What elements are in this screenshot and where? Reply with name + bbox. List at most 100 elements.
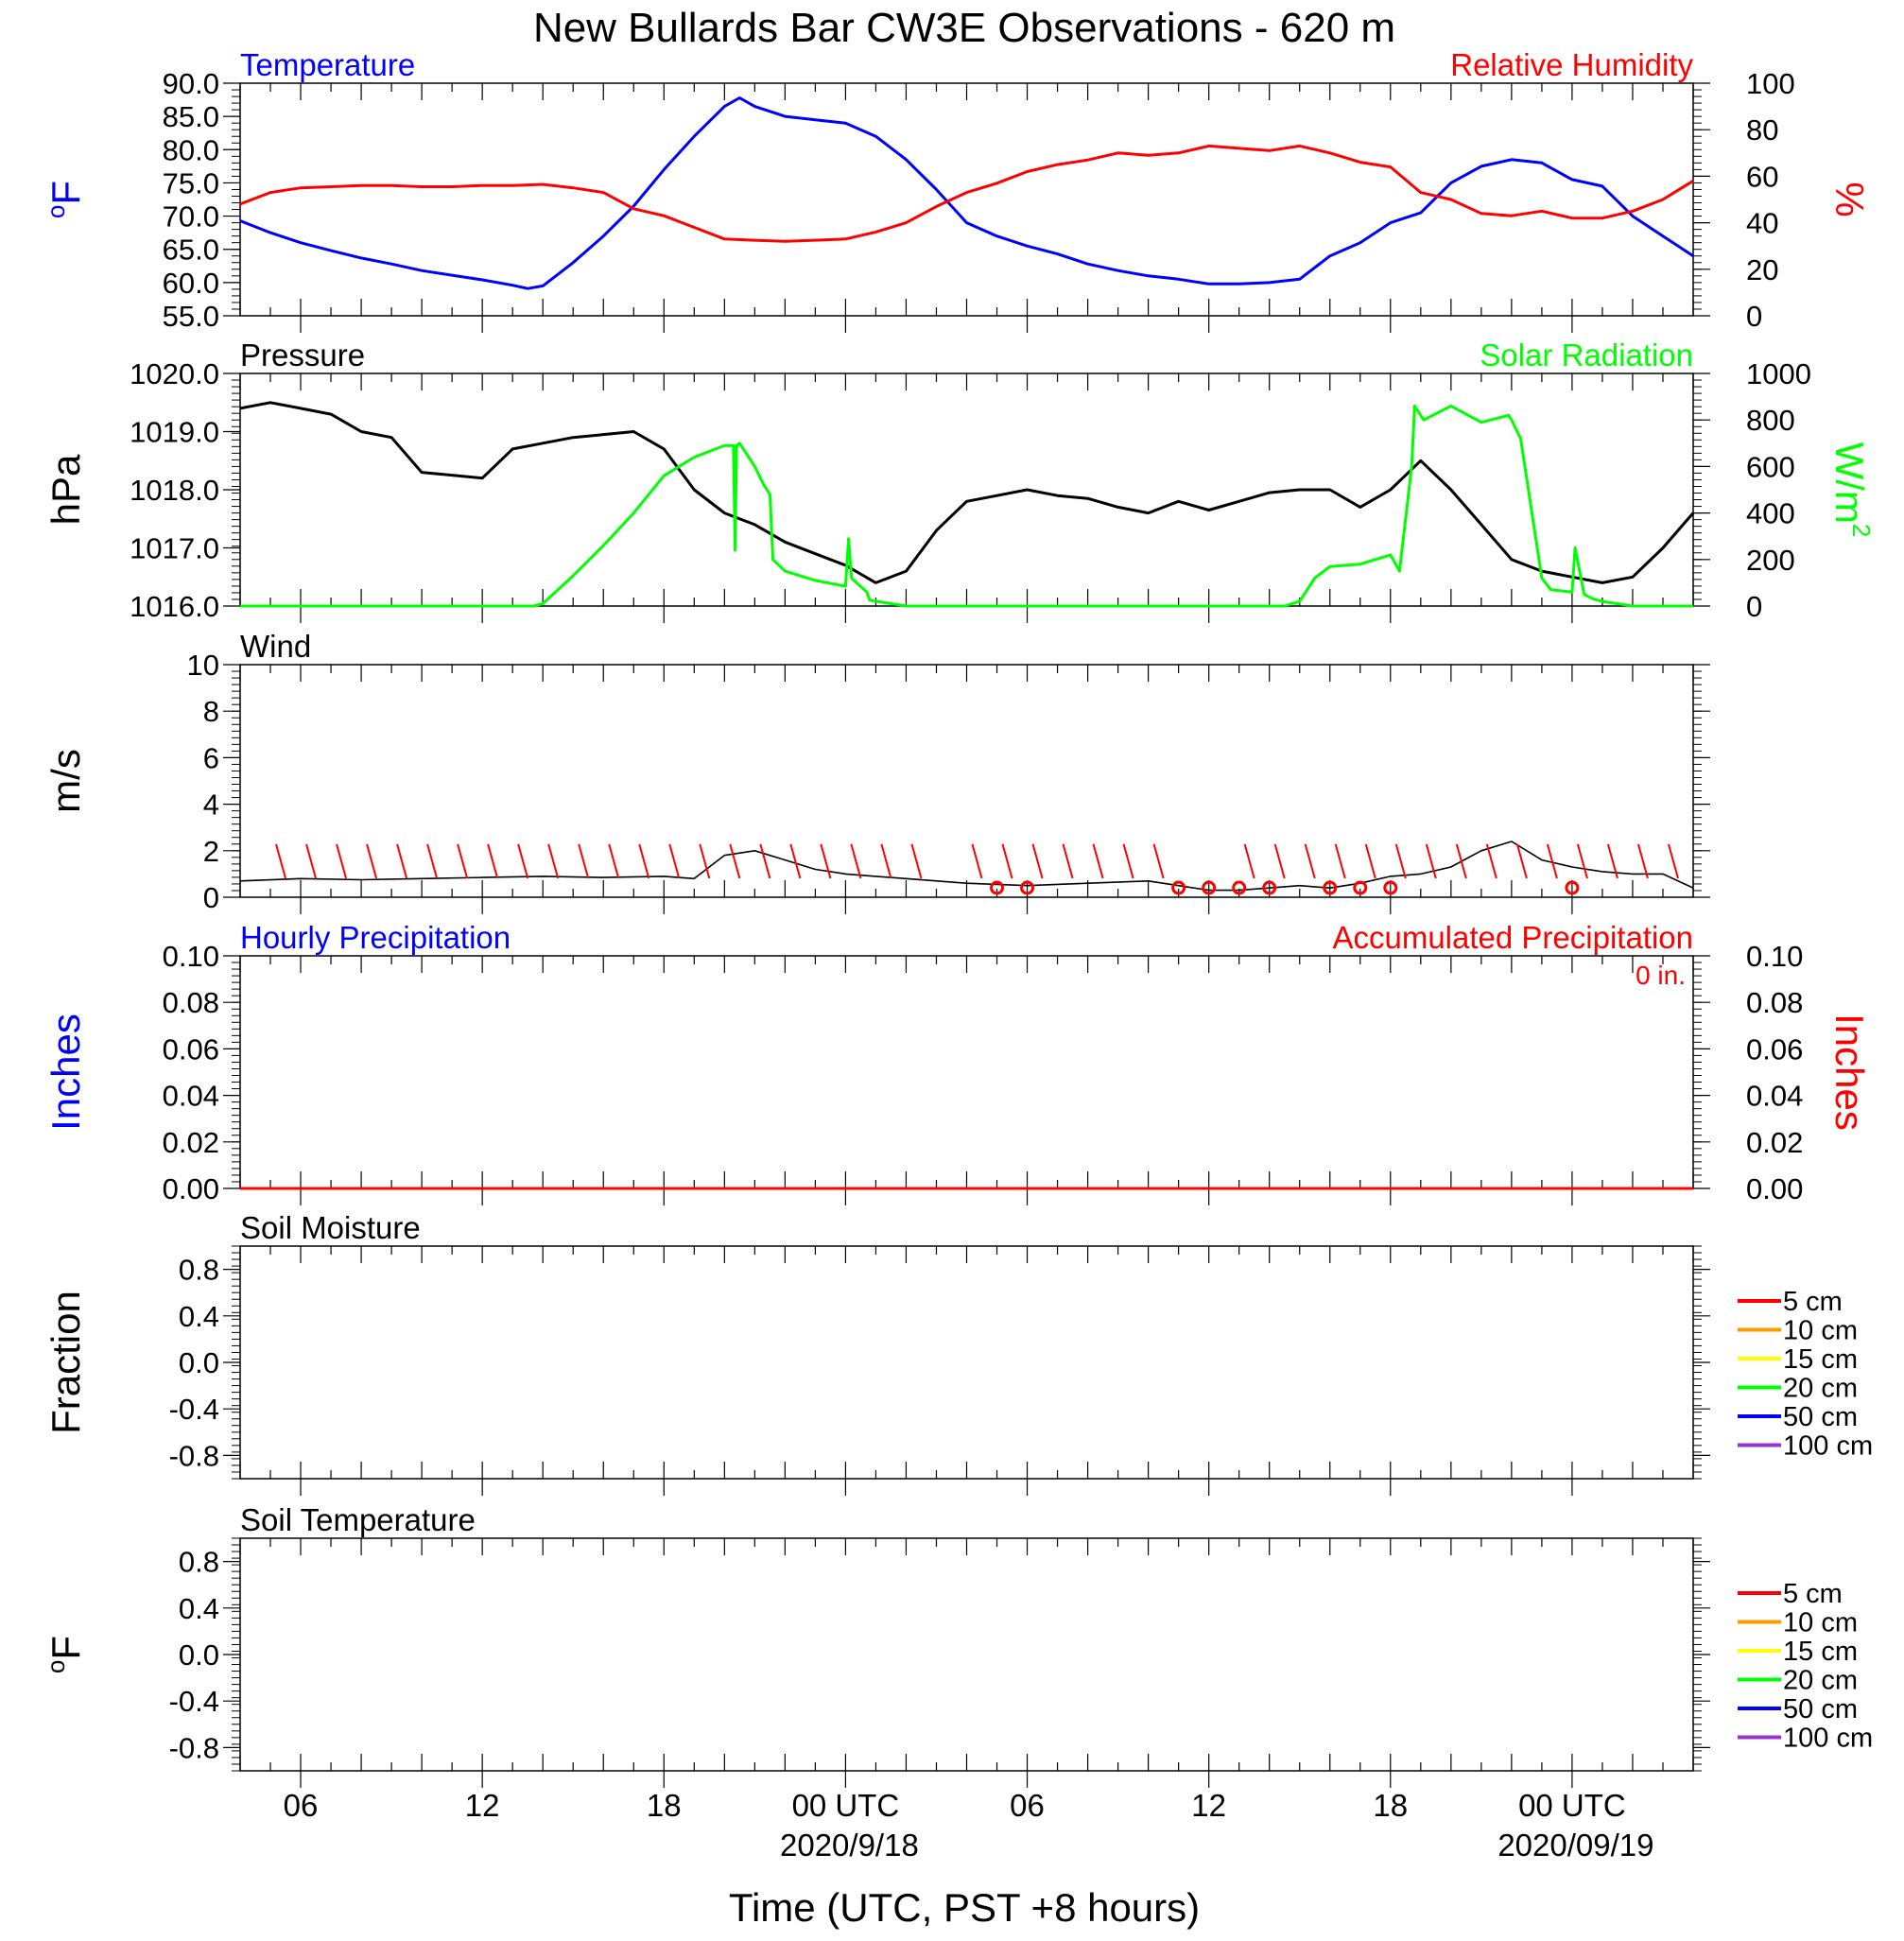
wind-barb [1515, 843, 1528, 879]
wind-barb [1668, 843, 1679, 879]
y-right-tick-label: 0 [1746, 300, 1762, 333]
y-axis-label-text: hPa [43, 454, 88, 525]
wind-barb [910, 843, 923, 879]
calm-wind-marker [1565, 880, 1580, 895]
y-right-tick-label: 0.04 [1746, 1080, 1803, 1113]
legend-label: 15 cm [1783, 1344, 1858, 1375]
panel-title-left: Wind [240, 629, 311, 664]
x-date-label: 2020/9/18 [780, 1828, 919, 1863]
wind-barb [517, 843, 529, 879]
y-tick-label: 0.4 [179, 1592, 219, 1625]
y-tick-label: 8 [203, 695, 219, 728]
wind-barb [366, 843, 378, 879]
y-tick-label: 0.4 [179, 1300, 219, 1333]
x-tick-label: 12 [1191, 1788, 1226, 1823]
calm-wind-marker [1353, 880, 1368, 895]
x-axis-ticks: 06 12 18 00 UTC 2020/9/18 06 12 18 00 UTC 2020/09… [284, 1788, 1654, 1863]
y-tick-label: 0 [203, 881, 219, 914]
y-tick-label: 65.0 [163, 234, 219, 267]
y-tick-label: -0.4 [169, 1393, 219, 1426]
y-right-tick-label: 1000 [1746, 357, 1811, 390]
wind-barb [1031, 843, 1044, 879]
y-axis-label-left: Inches [43, 1014, 88, 1131]
panel-wind: 0 2 4 6 8 10 Wind m/s [43, 629, 1710, 914]
y-tick-label: 1016.0 [130, 590, 219, 623]
y-tick-label: 10 [187, 649, 219, 682]
wind-barb [426, 843, 439, 879]
wind-barb [1485, 843, 1497, 879]
y-right-tick-label: 0 [1746, 590, 1762, 623]
calm-wind-marker [1383, 880, 1398, 895]
x-tick-label: 00 UTC [792, 1788, 900, 1823]
panels: 55.060.065.070.075.080.085.090.002040608… [42, 47, 1876, 1863]
x-tick-label: 12 [465, 1788, 500, 1823]
y-tick-label: 70.0 [163, 200, 219, 234]
unit-sup: 2 [1847, 524, 1876, 537]
series-line-pressure [239, 401, 1695, 584]
calm-wind-marker [1232, 880, 1247, 895]
wind-barb [729, 843, 741, 879]
wind-barb [1455, 843, 1467, 879]
y-axis-label-left: hPa [43, 454, 88, 525]
panel-soil_moisture: -0.8 -0.4 0.0 0.4 0.8 Soil Moisture Fraction 5 … [43, 1210, 1873, 1496]
legend-label: 5 cm [1783, 1579, 1843, 1609]
y-tick-label: 1017.0 [130, 532, 219, 565]
wind-barb [1243, 843, 1255, 879]
y-axis-label-text: oF [42, 1636, 88, 1673]
wind-barb [638, 843, 650, 879]
wind-barb [396, 843, 408, 879]
unit-text: F [43, 181, 88, 205]
panel-title-left: Pressure [240, 338, 365, 373]
wind-barb [1273, 843, 1286, 879]
wind-barb [608, 843, 620, 879]
series-line-temperature [239, 96, 1694, 290]
panel-title-left: Temperature [240, 47, 415, 82]
wind-barb [336, 843, 348, 879]
calm-wind-marker [990, 880, 1005, 895]
y-axis-label-right-text: Inches [1827, 1014, 1872, 1131]
plot-frame [239, 664, 1694, 898]
y-tick-label: 4 [203, 789, 219, 822]
y-axis-label-text: Fraction [43, 1291, 88, 1434]
calm-wind-marker [1171, 880, 1186, 895]
y-tick-label: -0.4 [169, 1685, 219, 1718]
panel-title-right: Solar Radiation [1480, 338, 1693, 373]
y-axis-label-left: m/s [43, 749, 88, 813]
y-tick-label: 1018.0 [130, 474, 219, 507]
y-right-tick-label: 40 [1746, 207, 1778, 240]
wind-barb [1304, 843, 1316, 879]
wind-barb [457, 843, 469, 879]
wind-barb [668, 843, 681, 879]
y-tick-label: 0.0 [179, 1638, 219, 1672]
x-tick-label: 06 [284, 1788, 319, 1823]
y-right-tick-label: 60 [1746, 160, 1778, 193]
y-axis-label-text: m/s [43, 749, 88, 813]
legend-label: 50 cm [1783, 1402, 1858, 1432]
y-tick-label: 0.00 [163, 1172, 219, 1205]
wind-barb [1425, 843, 1437, 879]
y-tick-label: 0.06 [163, 1032, 219, 1066]
x-tick-label: 18 [1373, 1788, 1408, 1823]
calm-wind-marker [1323, 880, 1338, 895]
y-tick-label: 75.0 [163, 166, 219, 199]
wind-barb [1152, 843, 1165, 879]
calm-wind-marker [1262, 880, 1277, 895]
wind-barb [699, 843, 711, 879]
wind-barb [1546, 843, 1558, 879]
wind-barb [1122, 843, 1134, 879]
wind-barb [1364, 843, 1376, 879]
wind-barb [275, 843, 286, 879]
y-tick-label: 2 [203, 835, 219, 868]
plot-frame [239, 373, 1694, 607]
y-tick-label: -0.8 [169, 1439, 219, 1472]
y-tick-label: 1020.0 [130, 357, 219, 390]
series-line-wind [239, 841, 1694, 892]
y-tick-label: 0.10 [163, 940, 219, 973]
y-axis-label-right-text: % [1827, 182, 1872, 217]
y-tick-label: 55.0 [163, 300, 219, 333]
y-axis-label-text: oF [42, 181, 88, 218]
